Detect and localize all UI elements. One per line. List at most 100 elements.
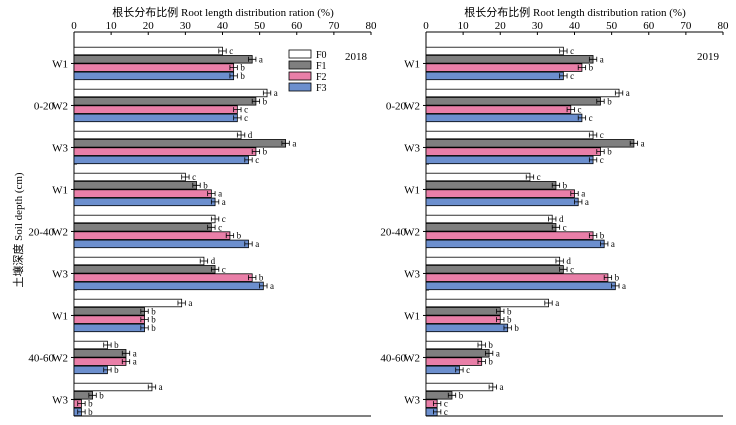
x-tick-label: 70: [328, 20, 340, 32]
significance-letter: c: [192, 172, 196, 182]
significance-letter: b: [488, 357, 493, 367]
significance-letter: c: [244, 105, 248, 115]
error-bar: [548, 216, 557, 222]
legend-swatch-f0: [288, 49, 312, 59]
significance-letter: b: [263, 147, 268, 157]
error-bar: [199, 258, 209, 264]
error-bar: [140, 325, 149, 331]
depth-label: 0-20: [34, 100, 55, 112]
legend-swatch-f1: [288, 60, 312, 70]
significance-letter: d: [559, 214, 564, 224]
significance-letter: c: [589, 113, 593, 123]
significance-letter: c: [578, 105, 582, 115]
x-tick-label: 20: [143, 20, 155, 32]
bar-f0-w1: [73, 298, 183, 308]
bar-f0-w1: [425, 298, 549, 308]
x-tick-label: 30: [180, 20, 192, 32]
x-tick-label: 40: [569, 20, 581, 32]
bar-f2-w2: [425, 231, 594, 240]
group-label-w3: W3: [52, 142, 68, 154]
error-bar: [140, 317, 149, 323]
error-bar: [488, 384, 497, 390]
x-tick-label: 80: [366, 20, 378, 32]
group-label-w1: W1: [404, 184, 420, 196]
error-bar: [485, 350, 494, 356]
error-bar: [210, 199, 220, 205]
significance-letter: b: [114, 365, 119, 375]
year-label-2018: 2018: [345, 51, 368, 63]
legend-label-f2: F2: [316, 72, 327, 83]
significance-letter: c: [570, 46, 574, 56]
significance-letter: c: [444, 407, 448, 417]
error-bar: [244, 157, 253, 163]
error-bar: [477, 342, 486, 348]
error-bar: [192, 182, 201, 188]
significance-letter: b: [507, 315, 512, 325]
bar-f2-w2: [73, 231, 231, 240]
error-bar: [251, 149, 261, 155]
legend: F0 F1 F2 F3: [288, 49, 327, 94]
bar-f2-w1: [73, 63, 235, 72]
bar-f0-w2: [425, 214, 553, 224]
error-bar: [233, 115, 242, 121]
significance-letter: b: [615, 273, 620, 283]
bar-f3-w2: [425, 239, 605, 249]
x-tick-label: 60: [643, 20, 655, 32]
error-bar: [477, 359, 486, 365]
error-bar: [596, 149, 605, 155]
legend-label-f3: F3: [316, 83, 327, 94]
significance-letter: b: [203, 180, 208, 190]
bar-f2-w1: [425, 315, 501, 324]
significance-letter: c: [466, 365, 470, 375]
y-axis-label: 土壤深度 Soil depth (cm): [11, 172, 25, 288]
group-label-w2: W2: [52, 100, 68, 112]
group-label-w1: W1: [404, 310, 420, 322]
bar-f0-w2: [73, 214, 216, 224]
error-bar: [140, 308, 149, 314]
significance-letter: a: [496, 348, 500, 358]
bar-f2-w3: [73, 147, 257, 156]
error-bar: [574, 199, 583, 205]
bar-f1-w2: [73, 223, 212, 232]
bar-f1-w1: [73, 55, 253, 64]
bar-f0-w1: [425, 46, 564, 56]
bar-f2-w1: [73, 315, 145, 324]
panel-2019: 根长分布比例 Root length distribution ration (…: [380, 5, 729, 417]
x-tick-label: 30: [532, 20, 544, 32]
bar-f0-w2: [73, 340, 108, 350]
error-bar: [551, 182, 561, 188]
significance-letter: a: [188, 298, 192, 308]
depth-label: 40-60: [380, 352, 406, 364]
error-bar: [229, 65, 238, 71]
depth-label: 20-40: [380, 226, 406, 238]
bar-f0-w1: [425, 172, 531, 182]
bar-f3-w1: [425, 71, 564, 81]
bar-f1-w3: [425, 265, 564, 274]
bar-f3-w2: [425, 113, 583, 123]
significance-letter: b: [99, 390, 104, 400]
depth-label: 40-60: [28, 352, 54, 364]
significance-letter: c: [229, 46, 233, 56]
significance-letter: b: [514, 323, 519, 333]
error-bar: [281, 140, 290, 146]
significance-letter: b: [151, 306, 156, 316]
error-bar: [77, 401, 86, 407]
year-label-2019: 2019: [697, 51, 720, 63]
bar-f3-w2: [73, 113, 238, 123]
bar-f3-w1: [73, 323, 145, 333]
significance-letter: c: [244, 113, 248, 123]
significance-letter: c: [222, 214, 226, 224]
significance-letter: b: [488, 340, 493, 350]
significance-letter: a: [222, 197, 226, 207]
significance-letter: d: [566, 256, 571, 266]
bar-f1-w1: [73, 181, 197, 190]
error-bar: [600, 241, 609, 247]
error-bar: [207, 224, 216, 230]
error-bar: [207, 191, 216, 197]
error-bar: [103, 342, 112, 348]
significance-letter: a: [611, 239, 615, 249]
x-tick-label: 70: [680, 20, 692, 32]
bar-f3-w1: [425, 323, 509, 333]
significance-letter: b: [240, 71, 245, 81]
error-bar: [77, 409, 86, 415]
